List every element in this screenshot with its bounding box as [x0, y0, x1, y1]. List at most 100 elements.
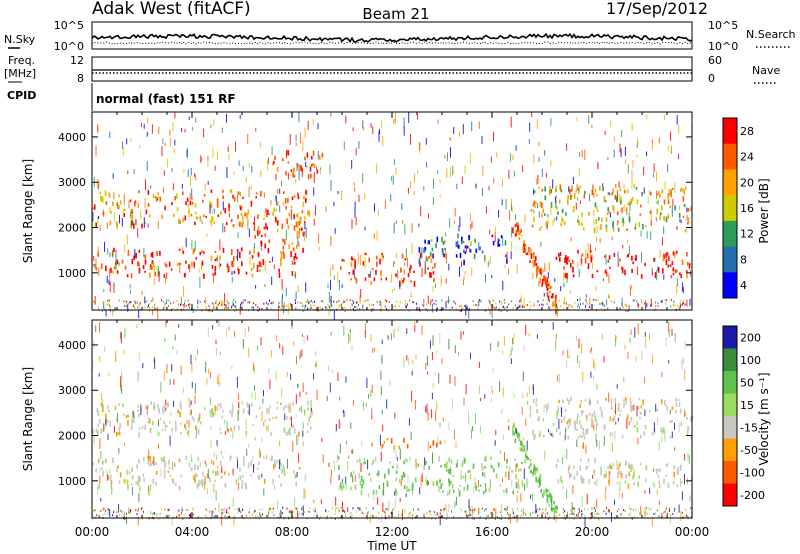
noise-cell — [589, 306, 591, 309]
noise-cell — [92, 212, 94, 222]
noise-cell — [489, 302, 490, 305]
noise-cell — [279, 188, 281, 194]
echo-cell — [586, 428, 589, 434]
echo-cell — [519, 447, 521, 451]
echo-cell — [644, 262, 646, 267]
noise-cell — [255, 128, 257, 132]
echo-cell — [252, 262, 255, 269]
noise-cell — [633, 404, 635, 411]
noise-search-trace — [91, 41, 692, 45]
noise-cell — [188, 303, 190, 306]
x-tick-label: 04:00 — [175, 525, 210, 539]
noise-cell — [590, 349, 592, 354]
echo-cell — [467, 470, 470, 473]
echo-cell — [672, 267, 675, 272]
noise-cell — [421, 473, 423, 483]
echo-cell — [567, 420, 570, 424]
noise-cell — [371, 515, 373, 517]
echo-cell — [436, 442, 438, 448]
noise-cell — [345, 476, 347, 484]
echo-cell — [186, 420, 188, 425]
noise-cell — [131, 486, 133, 496]
noise-cell — [485, 206, 487, 214]
noise-cell — [411, 517, 413, 520]
echo-cell — [597, 209, 599, 213]
noise-cell — [445, 503, 447, 511]
echo-cell — [292, 424, 294, 429]
echo-cell — [197, 417, 200, 424]
echo-cell — [273, 464, 275, 470]
noise-cell — [260, 141, 262, 148]
noise-cell — [220, 451, 222, 455]
echo-cell — [390, 438, 393, 444]
echo-cell — [183, 273, 186, 278]
echo-cell — [577, 414, 579, 418]
noise-cell — [115, 308, 117, 311]
noise-cell — [98, 180, 100, 190]
echo-cell — [550, 286, 552, 289]
noise-cell — [364, 328, 366, 339]
echo-cell — [545, 223, 548, 228]
noise-cell — [645, 300, 647, 311]
echo-cell — [117, 432, 119, 435]
noise-cell — [628, 304, 630, 312]
noise-cell — [624, 510, 626, 512]
noise-cell — [368, 394, 370, 399]
echo-cell — [566, 420, 569, 425]
noise-cell — [126, 234, 128, 245]
noise-cell — [330, 279, 331, 291]
noise-cell — [628, 513, 630, 516]
noise-cell — [119, 514, 120, 516]
noise-cell — [139, 145, 141, 149]
echo-region — [371, 437, 442, 450]
noise-cell — [506, 506, 508, 511]
echo-cell — [549, 431, 551, 435]
noise-cell — [152, 297, 154, 302]
noise-cell — [188, 116, 190, 120]
noise-cell — [653, 163, 655, 173]
noise-cell — [679, 305, 681, 308]
noise-cell — [123, 350, 125, 354]
noise-cell — [354, 201, 356, 210]
noise-cell — [365, 299, 367, 302]
noise-cell — [121, 385, 123, 394]
y-tick-label: 3000 — [58, 384, 86, 397]
noise-cell — [443, 307, 445, 310]
echo-cell — [619, 188, 622, 192]
echo-cell — [130, 273, 133, 279]
echo-cell — [661, 189, 664, 194]
noise-cell — [550, 204, 552, 215]
noise-cell — [305, 304, 306, 307]
echo-cell — [109, 220, 112, 226]
echo-cell — [529, 412, 532, 418]
noise-cell — [221, 512, 223, 515]
noise-cell — [299, 391, 301, 397]
noise-cell — [427, 441, 429, 452]
noise-cell — [376, 230, 378, 241]
noise-cell — [402, 508, 404, 511]
echo-cell — [550, 295, 553, 299]
echo-cell — [272, 478, 274, 485]
noise-cell — [471, 426, 473, 432]
echo-cell — [264, 419, 266, 422]
echo-cell — [469, 249, 472, 253]
noise-cell — [99, 225, 101, 232]
noise-cell — [492, 390, 494, 394]
noise-cell — [405, 299, 407, 307]
noise-cell — [359, 507, 361, 510]
echo-cell — [389, 461, 391, 464]
echo-cell — [210, 189, 213, 193]
echo-cell — [449, 469, 452, 475]
echo-cell — [610, 398, 613, 405]
noise-cell — [199, 462, 201, 467]
noise-cell — [578, 508, 580, 511]
echo-cell — [210, 408, 213, 412]
echo-cell — [383, 473, 386, 479]
echo-cell — [291, 242, 294, 245]
echo-cell — [539, 473, 542, 477]
echo-cell — [182, 191, 184, 196]
noise-cell — [609, 511, 611, 514]
echo-cell — [667, 213, 670, 219]
noise-cell — [403, 126, 405, 136]
noise-cell — [548, 299, 550, 302]
